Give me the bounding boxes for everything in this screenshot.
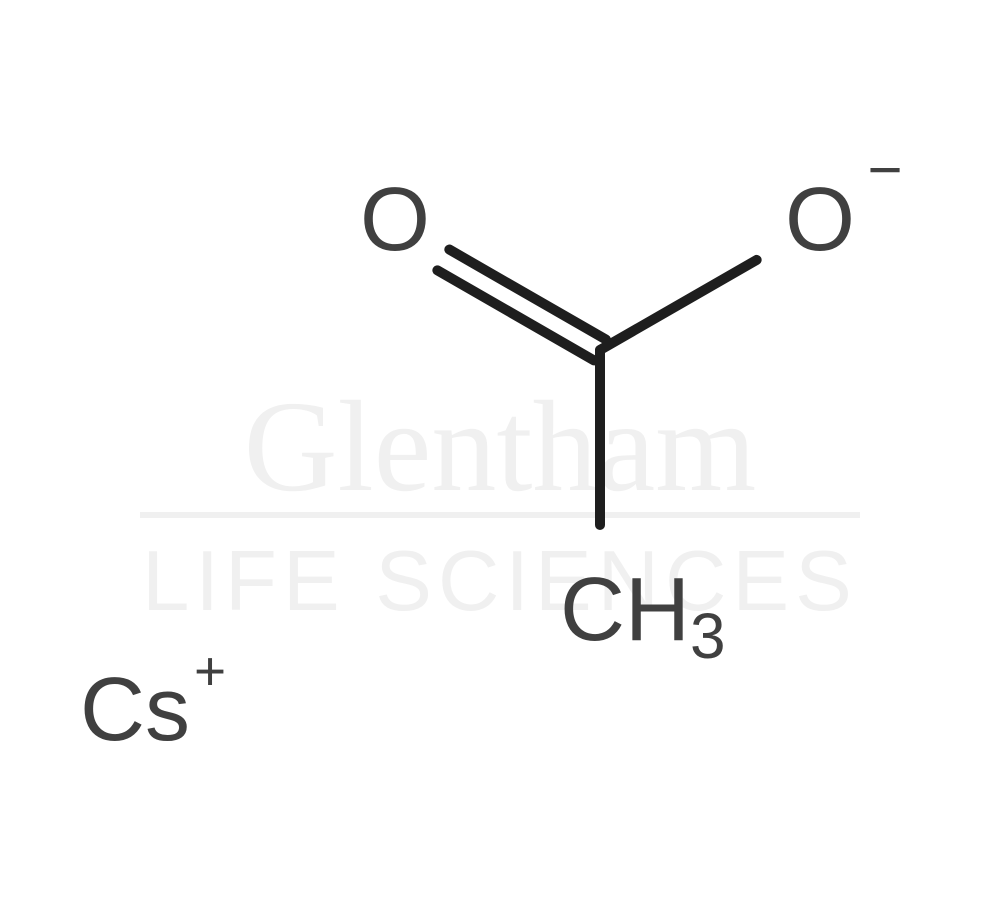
O_dbl_label: O: [360, 170, 430, 270]
structure-svg: GlenthamLIFE SCIENCESOCH3O−Cs+: [0, 0, 1000, 900]
Cs_label: Cs: [80, 660, 190, 760]
watermark: Glentham LIFE SCIENCES: [140, 375, 860, 629]
Cs_label-charge: +: [194, 640, 226, 702]
diagram-stage: GlenthamLIFE SCIENCESOCH3O−Cs+: [0, 0, 1000, 900]
O_neg_label: O: [785, 170, 855, 270]
bond-single: [600, 260, 757, 350]
O_neg_label-charge: −: [867, 136, 902, 203]
watermark-top-text: Glentham: [244, 375, 757, 519]
watermark-bottom-text: LIFE SCIENCES: [142, 534, 858, 629]
